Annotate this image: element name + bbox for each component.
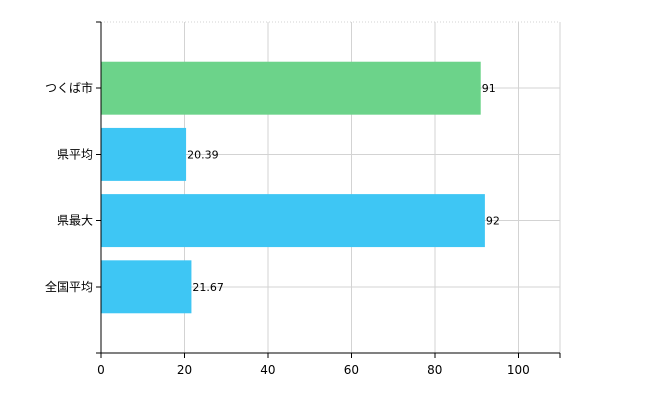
x-tick-label: 0 <box>97 363 105 377</box>
data-label: 91 <box>482 82 496 95</box>
bar <box>101 127 187 181</box>
x-tick-label: 80 <box>427 363 442 377</box>
bar <box>101 260 192 314</box>
bar <box>101 61 481 115</box>
x-tick-label: 100 <box>507 363 530 377</box>
axis-layer <box>96 21 561 358</box>
bar-layer <box>101 61 485 314</box>
x-tick-label: 20 <box>177 363 192 377</box>
x-tick-label: 60 <box>344 363 359 377</box>
y-tick-label: 県最大 <box>57 214 93 228</box>
x-tick-label: 40 <box>260 363 275 377</box>
y-tick-label: 全国平均 <box>45 279 93 294</box>
bar <box>101 194 485 248</box>
data-label: 21.67 <box>192 281 224 294</box>
data-label: 92 <box>486 215 500 228</box>
y-tick-label: 県平均 <box>57 147 93 161</box>
y-tick-label: つくば市 <box>45 80 93 95</box>
data-label: 20.39 <box>187 148 219 161</box>
label-layer: 91 つくば市 20.39 県平均 92 県最大 21.67 全国平均 0 20 40 60 80 100 <box>45 80 530 377</box>
